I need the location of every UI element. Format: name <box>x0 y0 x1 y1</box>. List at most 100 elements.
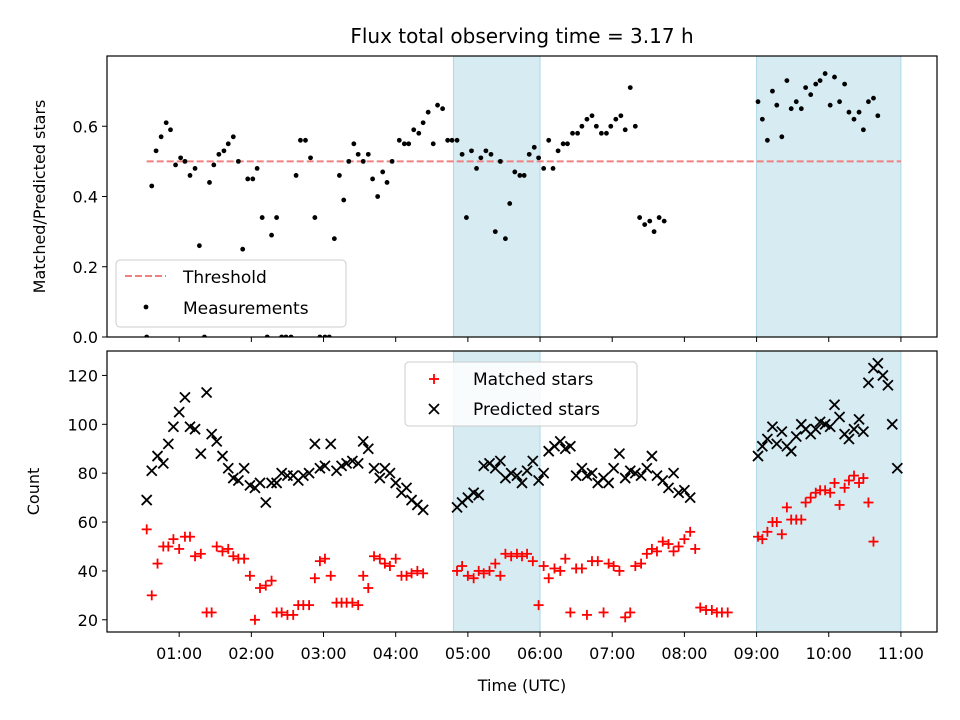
legend: Threshold Measurements <box>115 259 347 328</box>
matched-star-point <box>641 548 652 559</box>
measurement-point <box>642 222 648 228</box>
matched-star-point <box>412 565 423 576</box>
matched-star-point <box>603 558 614 569</box>
matched-star-point <box>646 543 657 554</box>
measurement-point <box>346 158 352 164</box>
measurement-point <box>584 116 590 122</box>
predicted-star-point <box>141 494 153 506</box>
matched-star-point <box>522 548 533 559</box>
matched-star-point <box>517 551 527 562</box>
predicted-star-point <box>254 477 266 489</box>
predicted-star-point <box>570 469 582 482</box>
x-tick-label: 03:00 <box>300 644 346 663</box>
x-tick-label: 09:00 <box>734 644 780 663</box>
measurement-point <box>411 127 417 133</box>
predicted-star-point <box>761 433 774 445</box>
predicted-star-point <box>151 450 164 462</box>
matched-star-point <box>276 607 287 618</box>
measurement-point <box>168 127 173 133</box>
predicted-star-point <box>146 465 158 477</box>
matched-star-point <box>614 565 625 576</box>
predicted-star-point <box>678 484 691 496</box>
measurement-point <box>207 180 212 185</box>
matched-star-point <box>657 536 668 547</box>
legend-predicted-swatch <box>428 403 440 415</box>
measurement-point <box>755 99 761 105</box>
measurement-point <box>478 155 484 161</box>
measurement-point <box>521 173 527 178</box>
predicted-star-point <box>260 496 272 509</box>
measurement-point <box>211 162 217 168</box>
measurement-point <box>396 137 402 143</box>
predicted-star-point <box>222 462 234 474</box>
predicted-star-point <box>862 377 875 389</box>
matched-star-point <box>314 556 325 567</box>
measurement-point <box>370 176 375 182</box>
matched-star-point <box>592 556 603 567</box>
measurement-point <box>158 134 164 140</box>
matched-star-point <box>418 568 429 579</box>
predicted-star-point <box>157 457 169 470</box>
matched-star-point <box>384 561 395 572</box>
measurement-point <box>827 102 833 108</box>
predicted-star-point <box>216 450 229 462</box>
measurement-point <box>507 201 513 206</box>
predicted-star-point <box>167 421 180 433</box>
measurement-point <box>173 162 178 168</box>
predicted-star-point <box>843 433 855 445</box>
measurement-point <box>632 123 638 129</box>
matched-star-point <box>379 558 390 569</box>
matched-star-point <box>390 553 401 564</box>
data-points <box>144 71 881 337</box>
x-tick-label: 07:00 <box>589 644 635 663</box>
legend-measurement-swatch <box>143 304 149 310</box>
predicted-star-point <box>325 438 337 450</box>
measurement-point <box>240 246 246 252</box>
measurement-point <box>846 109 852 115</box>
measurement-point <box>808 92 814 98</box>
measurement-point <box>779 134 785 140</box>
matched-star-point <box>829 477 840 488</box>
matched-star-point <box>353 600 364 611</box>
measurement-point <box>380 169 386 175</box>
matched-star-point <box>762 526 773 537</box>
matched-star-point <box>598 607 609 618</box>
matched-star-point <box>757 534 768 545</box>
measurement-point <box>759 116 765 122</box>
measurement-point <box>230 134 236 140</box>
matched-star-point <box>228 551 239 562</box>
x-tick-label: 10:00 <box>806 644 852 663</box>
measurement-point <box>459 151 465 157</box>
matched-star-point <box>581 609 592 620</box>
matched-star-point <box>478 568 489 579</box>
predicted-star-point <box>374 472 386 484</box>
measurement-point <box>503 236 508 242</box>
predicted-star-point <box>619 472 631 484</box>
measurement-point <box>546 137 552 143</box>
matched-star-point <box>668 546 679 557</box>
matched-star-point <box>722 607 733 618</box>
matched-star-point <box>211 541 222 552</box>
matched-star-point <box>825 487 836 498</box>
predicted-star-point <box>173 406 185 418</box>
predicted-star-point <box>340 457 353 470</box>
predicted-star-point <box>672 487 685 499</box>
measurement-point <box>337 173 342 178</box>
matched-star-point <box>255 583 266 594</box>
measurement-point <box>420 120 426 126</box>
legend-matched-label: Matched stars <box>473 370 593 390</box>
predicted-star-point <box>319 460 331 472</box>
matched-star-point <box>800 497 811 508</box>
predicted-star-point <box>494 455 506 467</box>
measurement-point <box>274 215 280 220</box>
measurement-point <box>225 141 231 147</box>
matched-star-point <box>695 602 706 613</box>
matched-star-point <box>506 551 517 562</box>
measurement-point <box>661 218 667 224</box>
matched-star-point <box>163 541 174 552</box>
measurement-point <box>312 215 318 220</box>
predicted-star-point <box>417 504 429 516</box>
predicted-star-point <box>810 423 822 435</box>
matched-star-point <box>527 556 538 567</box>
predicted-star-point <box>511 469 523 482</box>
